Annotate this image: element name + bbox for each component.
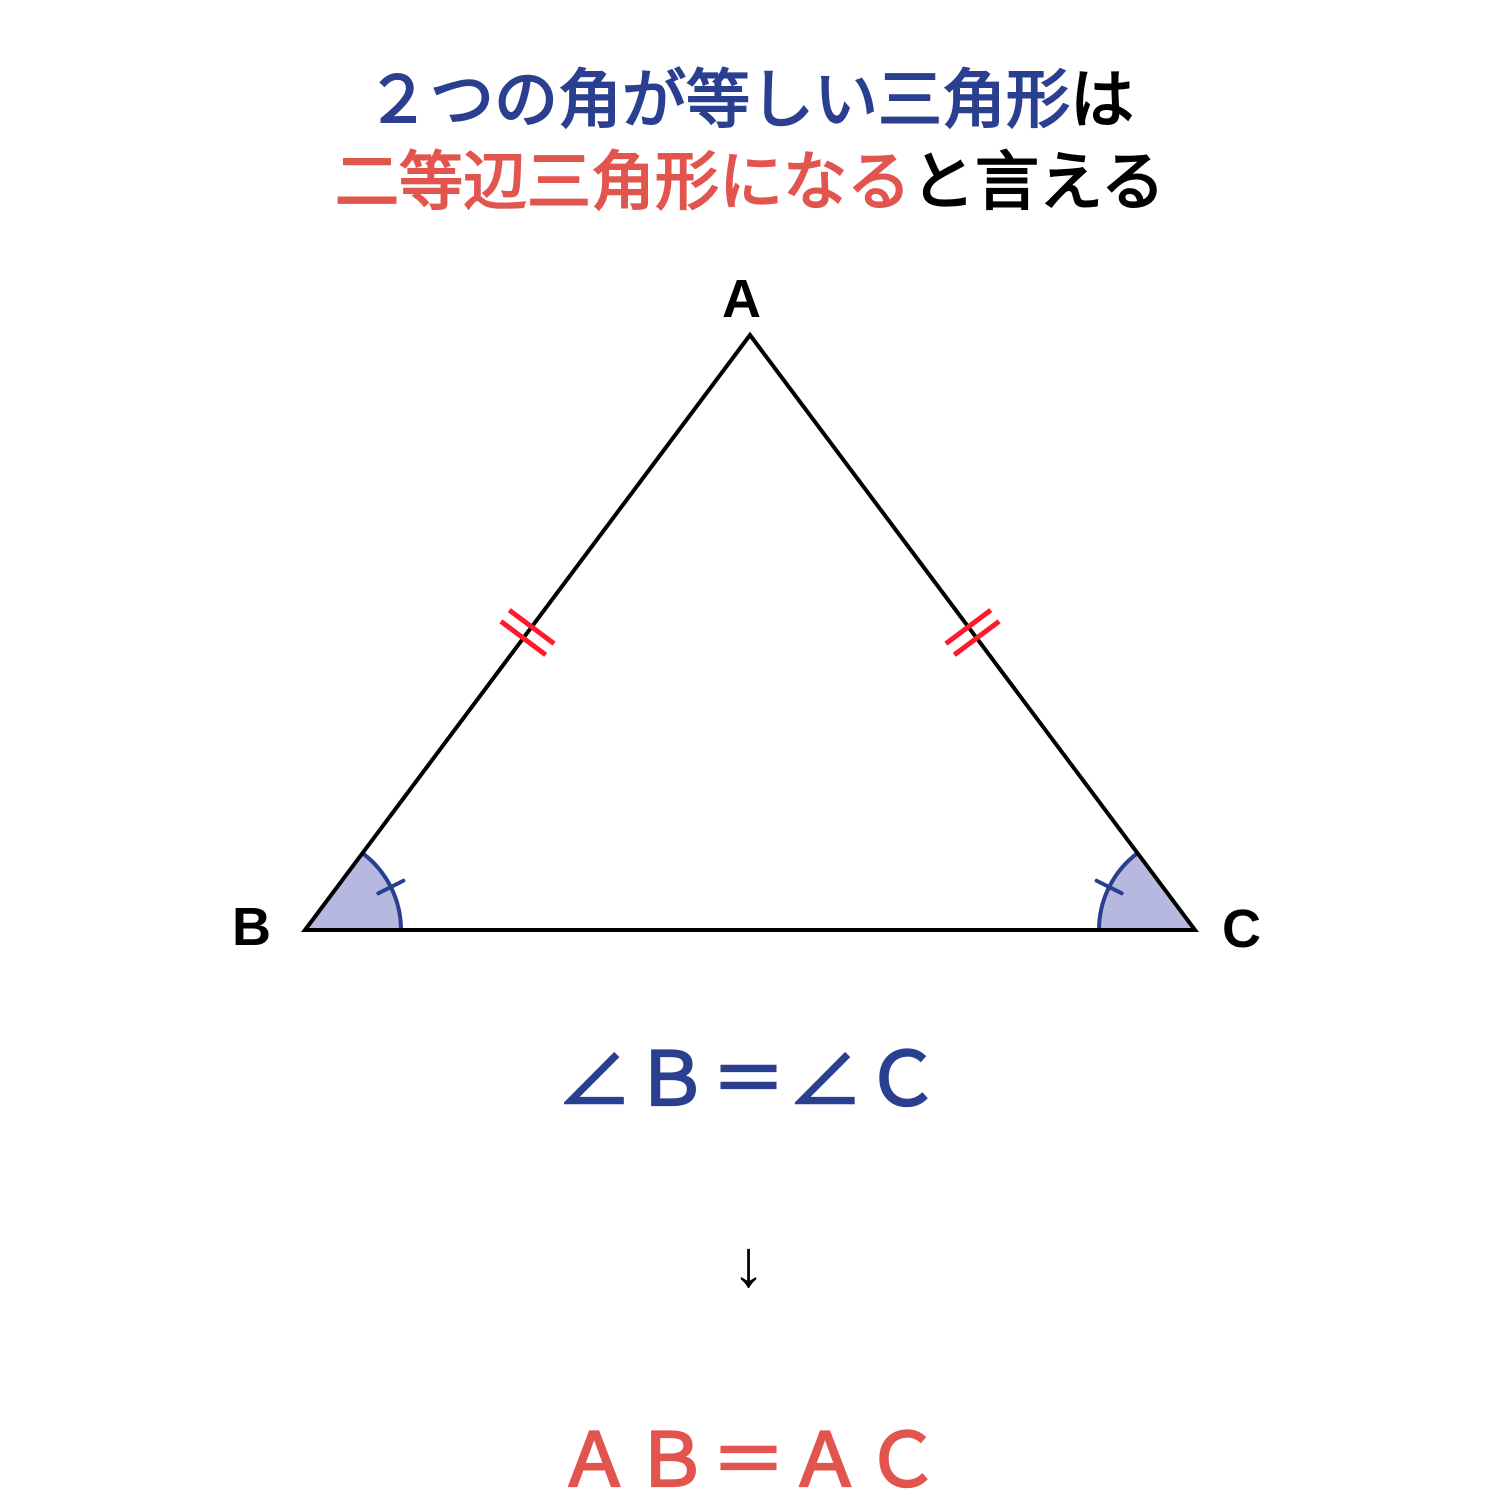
equation-sides: ＡＢ＝ＡＣ <box>0 1401 1500 1495</box>
side-tick-marks <box>501 610 999 655</box>
arrow-down-icon: ↓ <box>0 1225 1500 1301</box>
equations-block: ∠Ｂ＝∠Ｃ ↓ ＡＢ＝ＡＣ <box>0 1020 1500 1495</box>
vertex-label-c: C <box>1222 898 1261 960</box>
side-tick-ac <box>954 621 999 655</box>
equation-angles: ∠Ｂ＝∠Ｃ <box>0 1020 1500 1127</box>
diagram-stage: ２つの角が等しい三角形は 二等辺三角形になると言える A B C ∠Ｂ＝∠Ｃ ↓… <box>0 0 1500 1495</box>
side-tick-ac <box>946 610 991 644</box>
side-tick-ab <box>501 621 546 655</box>
vertex-label-a: A <box>722 268 761 330</box>
triangle-outline <box>305 335 1195 930</box>
angle-arcs <box>305 853 1195 930</box>
side-tick-ab <box>509 610 554 644</box>
vertex-label-b: B <box>232 896 271 958</box>
triangle-polygon <box>305 335 1195 930</box>
